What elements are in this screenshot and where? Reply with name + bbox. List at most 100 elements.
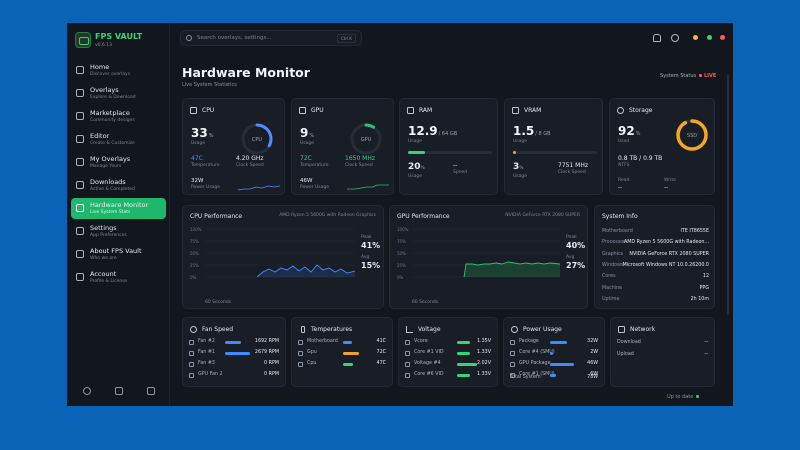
power-row-bar [550,352,553,355]
cpu-power-sparkline [238,185,280,191]
search-input[interactable] [197,33,327,43]
voltage-row-bar [457,374,470,377]
power-usage-card: Power Usage Package 32W Core #4 (SMU) 2W GPU… [503,317,605,387]
sidebar-item-settings[interactable]: Settings App Preferences [71,221,166,242]
voltage-row: Core #1 VID 1.33V [405,349,491,359]
voltage-row-icon [405,340,410,345]
storage-fs-type: NTFS [618,163,630,168]
ram-card: RAM 12.9/ 64 GB Usage 20% Usage -- Speed [399,98,498,195]
gpu-clock-label: Clock Speed [345,163,373,168]
close-button[interactable] [720,35,725,40]
gpu-ring-label: GPU [361,137,372,143]
cpu-performance-title: CPU Performance [190,213,243,220]
system-info-value: ITE IT8655E [680,229,709,234]
temp-row-label: Motherboard [307,339,338,344]
gpu-y-tick: 0% [397,275,404,280]
voltage-row: Voltage #4 2.02V [405,360,491,370]
cpu-card: CPU 33% Usage CPU 47C Temperature 4.20 G… [182,98,285,195]
fan-row-label: Fan #3 [198,361,215,366]
sidebar-item-sublabel: Profile & License [90,279,128,284]
refresh-icon[interactable] [671,34,679,42]
search-bar[interactable]: Ctrl K [180,30,362,46]
storage-card: Storage 92% Used SSD 0.8 TB / 0.9 TB NTF… [609,98,715,195]
sidebar-item-label: Hardware Monitor [90,201,149,209]
gpu-usage-value: 9 [300,126,309,140]
gpu-power-sparkline [347,184,389,190]
cpu-y-tick: 0% [190,275,197,280]
ram-usage-value: 12.9 [408,124,438,138]
sidebar-item-my-overlays[interactable]: My Overlays Manage Yours [71,152,166,173]
chat-icon[interactable] [115,387,123,395]
gpu-y-tick: 50% [397,251,406,256]
sidebar-item-marketplace[interactable]: Marketplace Community designs [71,106,166,127]
gpu-y-tick: 75% [397,239,406,244]
network-download-row: Download -- [617,339,708,349]
sidebar-item-label: Home [90,63,110,71]
gear-icon [76,227,84,235]
system-info-key: Graphics [602,251,624,257]
sidebar-item-sublabel: Who we are [90,256,117,261]
gpu-temp-label: Temperature [300,163,329,168]
update-status: Up to date [667,394,699,400]
sidebar-item-about-fps-vault[interactable]: About FPS Vault Who we are [71,244,166,265]
fan-icon [190,326,197,333]
cpu-y-tick: 25% [190,263,199,268]
bell-icon[interactable] [653,34,661,42]
sidebar-item-sublabel: Live System Stats [90,210,131,215]
storage-used-unit: % [635,131,641,137]
gpu-peak-value: 40% [566,241,586,250]
fan-row: Fan #3 0 RPM [189,360,279,370]
sidebar-item-downloads[interactable]: Downloads Active & Completed [71,175,166,196]
storage-icon [617,107,624,114]
system-info-row: Uptime 2h 10m [602,297,709,307]
system-info-row: Motherboard ITE IT8655E [602,229,709,239]
network-card: Network Download -- Upload -- [610,317,715,387]
cpu-y-tick: 75% [190,239,199,244]
vram-pct-label: Usage [513,174,528,179]
power-icon [511,326,518,333]
voltage-row-icon [405,373,410,378]
gpu-peak-label: Peak [566,235,577,240]
voltage-row-value: 2.02V [477,361,491,366]
sidebar-item-hardware-monitor[interactable]: Hardware Monitor Live System Stats [71,198,166,219]
cpu-model: AMD Ryzen 5 5600G with Radeon Graphics [279,213,376,218]
power-total-row: Total System 78W [510,374,598,384]
sidebar-item-editor[interactable]: Editor Create & Customize [71,129,166,150]
cpu-clock-value: 4.20 GHz [236,155,264,162]
power-row-icon [510,340,515,345]
logout-icon[interactable] [147,387,155,395]
network-upload-row: Upload -- [617,351,708,361]
power-row-value: 2W [590,350,598,355]
network-download-label: Download [617,340,641,345]
app-logo [75,32,91,48]
system-info-key: Machine [602,285,623,291]
vram-icon [512,107,519,114]
power-total-label: Total System [510,375,541,380]
fan-row: Fan #1 2679 RPM [189,349,279,359]
storage-usage-ring: SSD [676,119,708,151]
gpu-chart-xlabel: 60 Seconds [412,300,439,305]
fan-row-icon [189,340,194,345]
app-window: FPS VAULT v0.6.13 Home Discover overlays O… [67,23,733,406]
maximize-button[interactable] [707,35,712,40]
vram-clock-value: 7751 MHz [558,162,589,169]
settings-gear-icon[interactable] [83,387,91,395]
temp-row: Cpu 47C [298,360,386,370]
minimize-button[interactable] [693,35,698,40]
system-info-value: 12 [702,274,709,280]
system-info-value: PPG [699,285,709,291]
power-row-bar [550,341,567,344]
cpu-usage-unit: % [208,133,214,139]
sidebar-item-sublabel: Manage Yours [90,164,122,169]
sidebar-item-account[interactable]: Account Profile & License [71,267,166,288]
sidebar-item-home[interactable]: Home Discover overlays [71,60,166,81]
sidebar-item-sublabel: Community designs [90,118,135,123]
temp-row: Gpu 72C [298,349,386,359]
cpu-usage-ring: CPU [241,123,273,155]
power-row-icon [510,373,515,378]
temp-row-icon [298,340,303,345]
voltage-row: Vcore 1.35V [405,338,491,348]
scrollbar[interactable] [727,75,729,315]
sidebar-item-overlays[interactable]: Overlays Explore & Download [71,83,166,104]
sidebar-item-label: Marketplace [90,109,130,117]
